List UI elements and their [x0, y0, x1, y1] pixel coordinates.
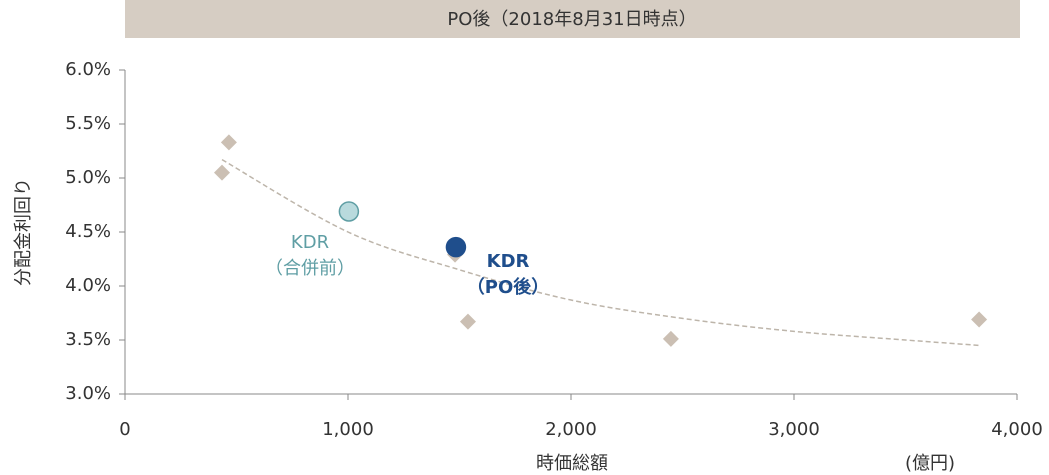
x-tick-label: 2,000: [545, 419, 597, 440]
y-tick-label: 5.0%: [65, 167, 111, 188]
x-tick-label: 3,000: [768, 419, 820, 440]
diamond-point: [220, 134, 237, 151]
annotation: （PO後）: [467, 276, 550, 298]
y-tick-label: 4.5%: [65, 221, 111, 242]
x-tick-label: 1,000: [322, 419, 374, 440]
y-tick-label: 4.0%: [65, 275, 111, 296]
y-tick-label: 3.0%: [65, 383, 111, 404]
trendline: [221, 158, 980, 347]
y-tick-label: 5.5%: [65, 113, 111, 134]
x-axis-unit: (億円): [905, 453, 955, 474]
annotation: （合併前）: [265, 258, 355, 279]
y-tick-label: 6.0%: [65, 59, 111, 80]
diamond-point: [971, 311, 988, 328]
y-axis-label: 分配金利回り: [13, 178, 34, 286]
title-banner: [125, 0, 1020, 38]
chart-title: PO後（2018年8月31日時点）: [447, 9, 696, 30]
x-axis-label: 時価総額: [536, 453, 608, 474]
diamond-point: [214, 164, 231, 181]
circle-point: [445, 236, 467, 258]
diamond-point: [662, 330, 679, 347]
circle-point: [338, 201, 360, 222]
annotation: KDR: [487, 251, 530, 272]
diamond-point: [459, 313, 476, 330]
annotation: KDR: [291, 232, 329, 253]
y-tick-label: 3.5%: [65, 329, 111, 350]
x-tick-label: 0: [119, 419, 130, 440]
x-tick-label: 4,000: [991, 419, 1043, 440]
